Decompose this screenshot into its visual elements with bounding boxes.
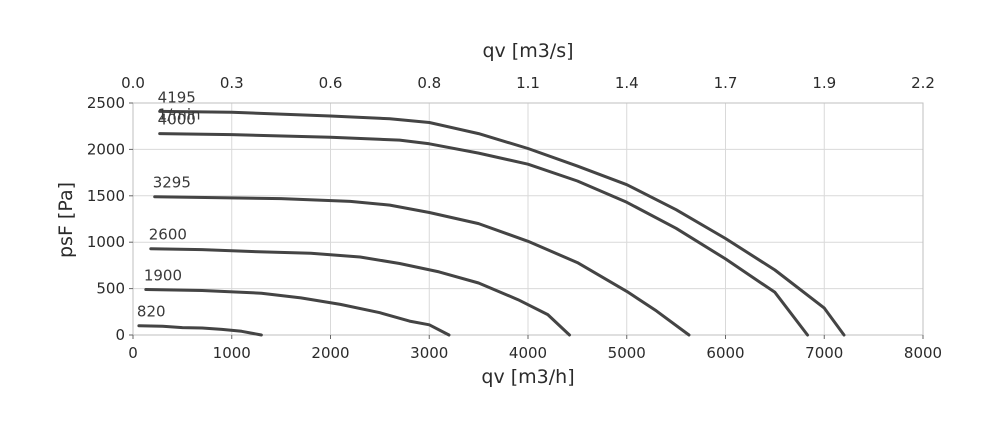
x2-axis-ticks: 0.0 0.3 0.6 0.8 1.1 1.4 1.7 1.9 2.2 — [121, 74, 935, 92]
curve-3295 — [153, 195, 691, 337]
x2-axis-title: qv [m3/s] — [482, 40, 573, 62]
curve-4000 — [158, 132, 809, 337]
x2-tick-label: 1.7 — [714, 74, 738, 92]
x2-tick-label: 0.0 — [121, 74, 145, 92]
curve-label-4000: 4000 — [158, 111, 196, 129]
x2-tick-label: 0.3 — [220, 74, 244, 92]
y-tick-label: 1000 — [87, 233, 125, 251]
y-tick-label: 2000 — [87, 140, 125, 158]
x-tick-label: 5000 — [608, 344, 646, 362]
curve-820 — [137, 324, 263, 337]
curve-label-4195: 4195 — [158, 88, 196, 106]
x-tick-label: 1000 — [213, 344, 251, 362]
y-axis-title: psF [Pa] — [55, 182, 77, 258]
y-tick-label: 2500 — [87, 94, 125, 112]
curve-label-820: 820 — [137, 303, 166, 321]
x2-tick-label: 2.2 — [911, 74, 935, 92]
x-tick-label: 4000 — [509, 344, 547, 362]
x-tick-label: 8000 — [904, 344, 942, 362]
grid — [132, 102, 924, 336]
x-tick-label: 2000 — [311, 344, 349, 362]
x2-tick-label: 1.9 — [812, 74, 836, 92]
x2-tick-label: 0.6 — [319, 74, 343, 92]
x2-tick-label: 1.1 — [516, 74, 540, 92]
x-axis-ticks: 0 1000 2000 3000 4000 5000 6000 7000 8000 — [128, 335, 942, 362]
y-tick-label: 500 — [96, 280, 125, 298]
curve-4195 — [158, 109, 846, 337]
x-tick-label: 6000 — [706, 344, 744, 362]
x-axis-title: qv [m3/h] — [481, 366, 574, 388]
curve-label-1900: 1900 — [144, 267, 182, 285]
x-tick-label: 3000 — [410, 344, 448, 362]
curves — [137, 109, 846, 337]
x2-tick-label: 1.4 — [615, 74, 639, 92]
curve-unit-label: 1/min — [158, 105, 201, 123]
y-tick-label: 1500 — [87, 187, 125, 205]
x2-tick-label: 0.8 — [417, 74, 441, 92]
curve-label-3295: 3295 — [153, 174, 191, 192]
y-tick-label: 0 — [115, 326, 125, 344]
x-tick-label: 0 — [128, 344, 138, 362]
x-tick-label: 7000 — [805, 344, 843, 362]
y-axis-ticks: 0 500 1000 1500 2000 2500 — [87, 94, 133, 344]
curve-label-2600: 2600 — [149, 226, 187, 244]
curve-2600 — [149, 247, 571, 337]
curve-1900 — [144, 288, 451, 337]
